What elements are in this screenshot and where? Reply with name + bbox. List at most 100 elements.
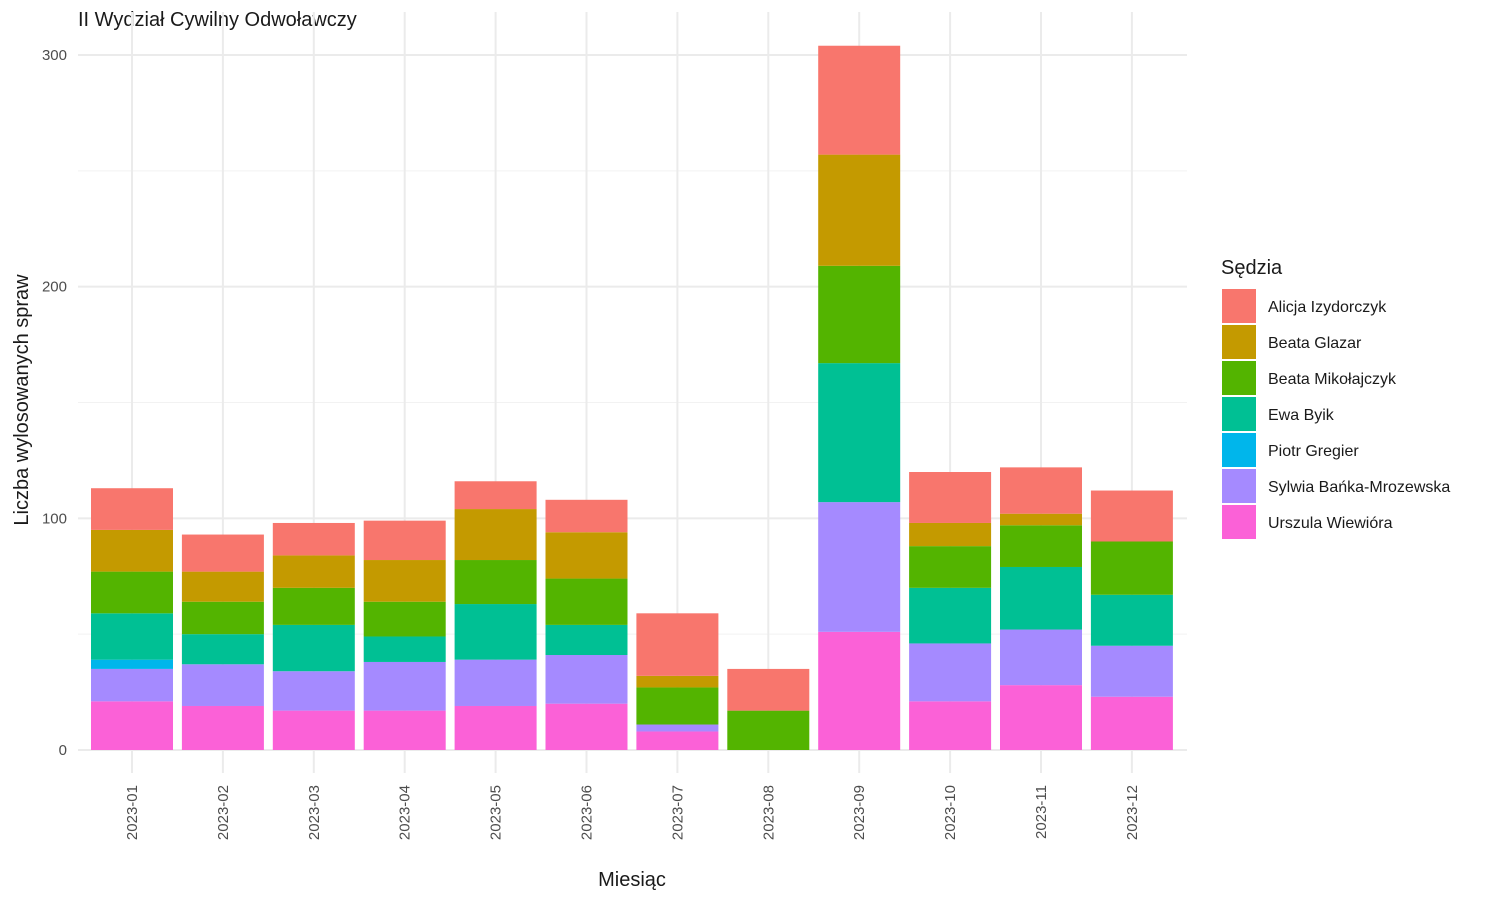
bar-segment — [91, 659, 173, 669]
bar-segment — [91, 571, 173, 614]
bar-segment — [909, 587, 992, 644]
bar-segment — [363, 520, 446, 561]
x-axis-ticks: 2023-01 2023-02 2023-03 2023-04 2023-05 2023-… — [124, 785, 1141, 840]
y-tick-label: 200 — [42, 279, 67, 296]
x-tick-label: 2023-01 — [124, 785, 141, 840]
bar-segment — [1000, 629, 1082, 686]
bar-segment — [181, 664, 264, 706]
bar-segment — [91, 488, 173, 530]
x-tick-label: 2023-12 — [1124, 785, 1141, 840]
bar-segment — [909, 472, 992, 523]
bar-segment — [363, 560, 446, 602]
bar-segment — [1090, 541, 1173, 595]
bar-segment — [181, 571, 264, 602]
bar-segment — [545, 655, 628, 704]
bar-segment — [818, 265, 901, 364]
bar-segment — [636, 675, 719, 688]
bar-segment — [818, 502, 901, 632]
bar-segment — [818, 363, 901, 503]
bar-segment — [91, 529, 173, 572]
bar-segment — [272, 587, 355, 625]
bar-segment — [1090, 490, 1173, 542]
bar-segment — [545, 624, 628, 656]
bar-segment — [909, 643, 992, 702]
x-tick-label: 2023-05 — [488, 785, 505, 840]
y-axis-ticks: 0 100 200 300 — [42, 47, 67, 759]
legend-label: Ewa Byik — [1268, 407, 1335, 424]
legend-swatch — [1222, 505, 1256, 539]
x-tick-label: 2023-07 — [669, 785, 686, 840]
bar-segment — [636, 731, 719, 750]
bar-segment — [272, 555, 355, 588]
bar-segment — [1000, 566, 1082, 630]
legend-label: Sylwia Bańka-Mrozewska — [1268, 479, 1450, 496]
bar-segment — [1000, 513, 1082, 526]
x-tick-label: 2023-04 — [397, 785, 414, 840]
legend-label: Beata Glazar — [1268, 335, 1362, 352]
bar-segment — [91, 668, 173, 702]
legend-label: Piotr Gregier — [1268, 443, 1359, 460]
legend-title: Sędzia — [1221, 257, 1283, 279]
bar-segment — [636, 613, 719, 676]
legend-label: Beata Mikołajczyk — [1268, 371, 1397, 388]
bar-segment — [272, 624, 355, 672]
y-tick-label: 0 — [59, 742, 67, 759]
x-axis-title: Miesiąc — [598, 869, 666, 891]
bar-segment — [818, 45, 901, 155]
bar-segment — [545, 578, 628, 625]
bar-segment — [181, 601, 264, 635]
bar-segment — [636, 724, 719, 732]
bar-segment — [1000, 685, 1082, 750]
y-axis-title: Liczba wylosowanych spraw — [11, 274, 33, 526]
bar-segment — [272, 710, 355, 750]
x-tick-label: 2023-11 — [1033, 785, 1050, 839]
legend-swatch — [1222, 433, 1256, 467]
bar-segment — [636, 687, 719, 725]
legend-swatch — [1222, 325, 1256, 359]
x-tick-label: 2023-06 — [579, 785, 596, 840]
bar-segment — [909, 546, 992, 588]
bar-segment — [727, 668, 810, 711]
x-tick-label: 2023-02 — [215, 785, 232, 840]
bar-segment — [272, 522, 355, 556]
x-tick-label: 2023-10 — [942, 785, 959, 840]
legend-label: Alicja Izydorczyk — [1268, 299, 1387, 316]
x-tick-label: 2023-08 — [760, 785, 777, 840]
bar-segment — [909, 701, 992, 750]
x-tick-label: 2023-03 — [306, 785, 323, 840]
bar-segment — [1000, 525, 1082, 567]
bar-segment — [909, 522, 992, 547]
bar-segment — [1090, 645, 1173, 697]
bar-segment — [545, 703, 628, 750]
bar-segment — [91, 701, 173, 750]
legend-swatch — [1222, 397, 1256, 431]
bar-segment — [1090, 594, 1173, 646]
bar-segment — [1090, 696, 1173, 750]
bar-segment — [181, 705, 264, 750]
y-tick-label: 300 — [42, 47, 67, 64]
bar-segment — [363, 636, 446, 662]
bar-segment — [363, 661, 446, 711]
bar-segment — [454, 604, 537, 660]
bar-segment — [181, 634, 264, 665]
bars — [91, 45, 1173, 750]
bar-segment — [454, 705, 537, 750]
bar-segment — [818, 631, 901, 750]
legend-swatch — [1222, 469, 1256, 503]
bar-segment — [181, 534, 264, 572]
bar-segment — [818, 154, 901, 266]
bar-segment — [1000, 467, 1082, 514]
legend: Alicja Izydorczyk Beata Glazar Beata Mikoł… — [1222, 289, 1450, 539]
bar-segment — [272, 671, 355, 711]
bar-segment — [363, 601, 446, 637]
y-tick-label: 100 — [42, 510, 67, 527]
bar-segment — [545, 499, 628, 533]
bar-segment — [454, 560, 537, 605]
bar-segment — [727, 710, 810, 750]
bar-segment — [545, 532, 628, 579]
legend-swatch — [1222, 361, 1256, 395]
bar-segment — [363, 710, 446, 750]
legend-swatch — [1222, 289, 1256, 323]
x-tick-label: 2023-09 — [851, 785, 868, 840]
